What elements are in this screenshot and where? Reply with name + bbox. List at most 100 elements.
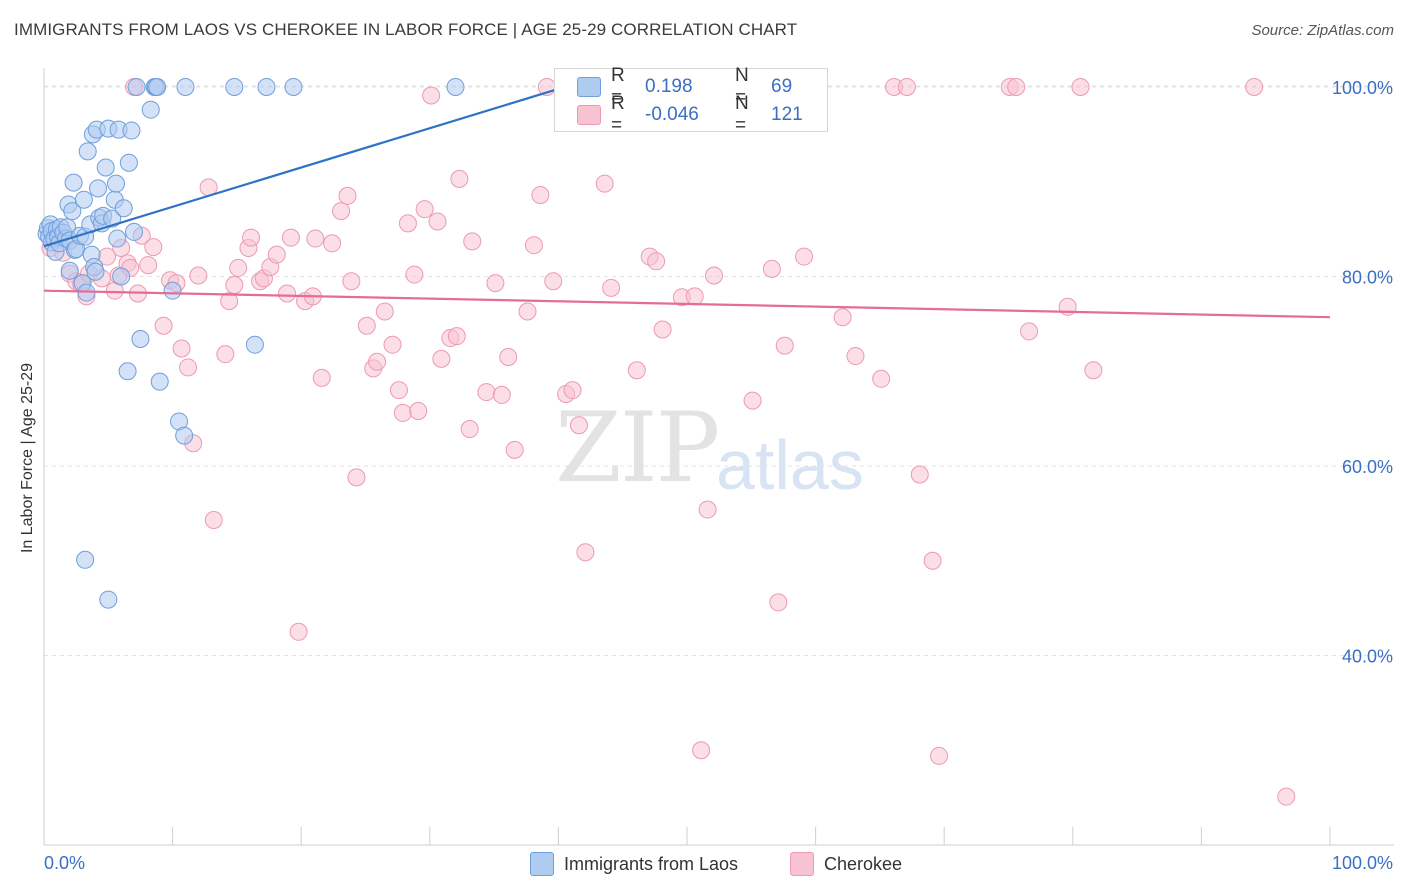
cherokee-point (422, 86, 441, 105)
laos-point (114, 199, 133, 218)
cherokee-point (1071, 77, 1090, 96)
laos-point (225, 77, 244, 96)
laos-point (446, 77, 465, 96)
laos-point (284, 77, 303, 96)
laos-point (86, 262, 105, 281)
laos-point (148, 77, 167, 96)
bottom-legend-label-cherokee: Cherokee (824, 853, 903, 874)
cherokee-point (415, 200, 434, 219)
cherokee-point (775, 336, 794, 355)
cherokee-point (627, 361, 646, 380)
watermark-atlas: atlas (716, 426, 864, 504)
cherokee-point (698, 500, 717, 519)
laos-point (96, 158, 115, 177)
cherokee-point (743, 391, 762, 410)
legend-swatch-laos (577, 77, 601, 97)
laos-point (89, 179, 108, 198)
legend-swatch-cherokee (577, 105, 601, 125)
cherokee-point (576, 543, 595, 562)
cherokee-point (389, 381, 408, 400)
cherokee-point (463, 232, 482, 251)
cherokee-point (225, 275, 244, 294)
cherokee-point (569, 416, 588, 435)
laos-point (245, 335, 264, 354)
cherokee-point (281, 228, 300, 247)
cherokee-point (647, 252, 666, 271)
cherokee-point (705, 266, 724, 285)
laos-point (163, 281, 182, 300)
laos-point (76, 550, 95, 569)
cherokee-point (204, 510, 223, 529)
cherokee-point (923, 551, 942, 570)
legend-n-label: N = (735, 65, 749, 108)
cherokee-point (375, 302, 394, 321)
legend-n-value-cherokee: 121 (771, 104, 803, 125)
cherokee-point (460, 420, 479, 439)
cherokee-point (144, 238, 163, 257)
cherokee-point (1020, 322, 1039, 341)
cherokee-point (524, 236, 543, 255)
legend-n-label: N = (735, 93, 749, 136)
cherokee-point (154, 316, 173, 335)
cherokee-point (347, 468, 366, 487)
correlation-legend: R = 0.198 N = 69 R = -0.046 N = 121 (554, 65, 828, 136)
cherokee-point (323, 234, 342, 253)
cherokee-point (289, 622, 308, 641)
cherokee-point (242, 228, 261, 247)
cherokee-point (563, 381, 582, 400)
cherokee-point (930, 746, 949, 765)
legend-n-value-laos: 69 (771, 76, 793, 97)
cherokee-point (383, 335, 402, 354)
laos-point (74, 190, 93, 209)
cherokee-point (499, 348, 518, 367)
legend-r-label: R = (611, 93, 625, 136)
laos-point (127, 77, 146, 96)
y-tick-label: 60.0% (1342, 457, 1393, 477)
cherokee-point (505, 440, 524, 459)
cherokee-point (492, 385, 511, 404)
cherokee-point (477, 383, 496, 402)
cherokee-point (342, 272, 361, 291)
cherokee-point (428, 212, 447, 231)
x-tick-label-max: 100.0% (1332, 853, 1393, 873)
laos-point (63, 202, 82, 221)
cherokee-point (393, 403, 412, 422)
cherokee-point (486, 274, 505, 293)
laos-point (118, 362, 137, 381)
cherokee-point (332, 202, 351, 221)
laos-point (141, 100, 160, 119)
laos-point (122, 121, 141, 140)
cherokee-point (685, 287, 704, 306)
laos-point (64, 173, 83, 192)
bottom-legend-cherokee: Cherokee (790, 852, 902, 876)
bottom-legend-swatch-laos (530, 852, 554, 876)
cherokee-point (306, 229, 325, 248)
laos-point (107, 174, 126, 193)
cherokee-point (544, 272, 563, 291)
axes (43, 68, 1394, 846)
cherokee-point (1277, 787, 1296, 806)
cherokee-point (897, 77, 916, 96)
cherokee-point (409, 402, 428, 421)
cherokee-point (278, 284, 297, 303)
cherokee-point (338, 186, 357, 205)
cherokee-point (139, 256, 158, 275)
cherokee-point (357, 316, 376, 335)
bottom-legend-label-laos: Immigrants from Laos (564, 853, 739, 874)
laos-point (119, 153, 138, 172)
cherokee-point (692, 741, 711, 760)
watermark-zip: ZIP (555, 392, 720, 504)
cherokee-point (1084, 361, 1103, 380)
cherokee-point (398, 214, 417, 233)
laos-point (150, 372, 169, 391)
cherokee-trend-line (43, 289, 1331, 319)
cherokee-point (846, 347, 865, 366)
laos-point (99, 590, 118, 609)
bottom-legend-swatch-cherokee (790, 852, 814, 876)
cherokee-points (41, 77, 1296, 806)
y-tick-label: 40.0% (1342, 646, 1393, 666)
cherokee-point (531, 185, 550, 204)
bottom-legend-laos: Immigrants from Laos (530, 852, 738, 876)
legend-r-value-laos: 0.198 (645, 76, 693, 97)
